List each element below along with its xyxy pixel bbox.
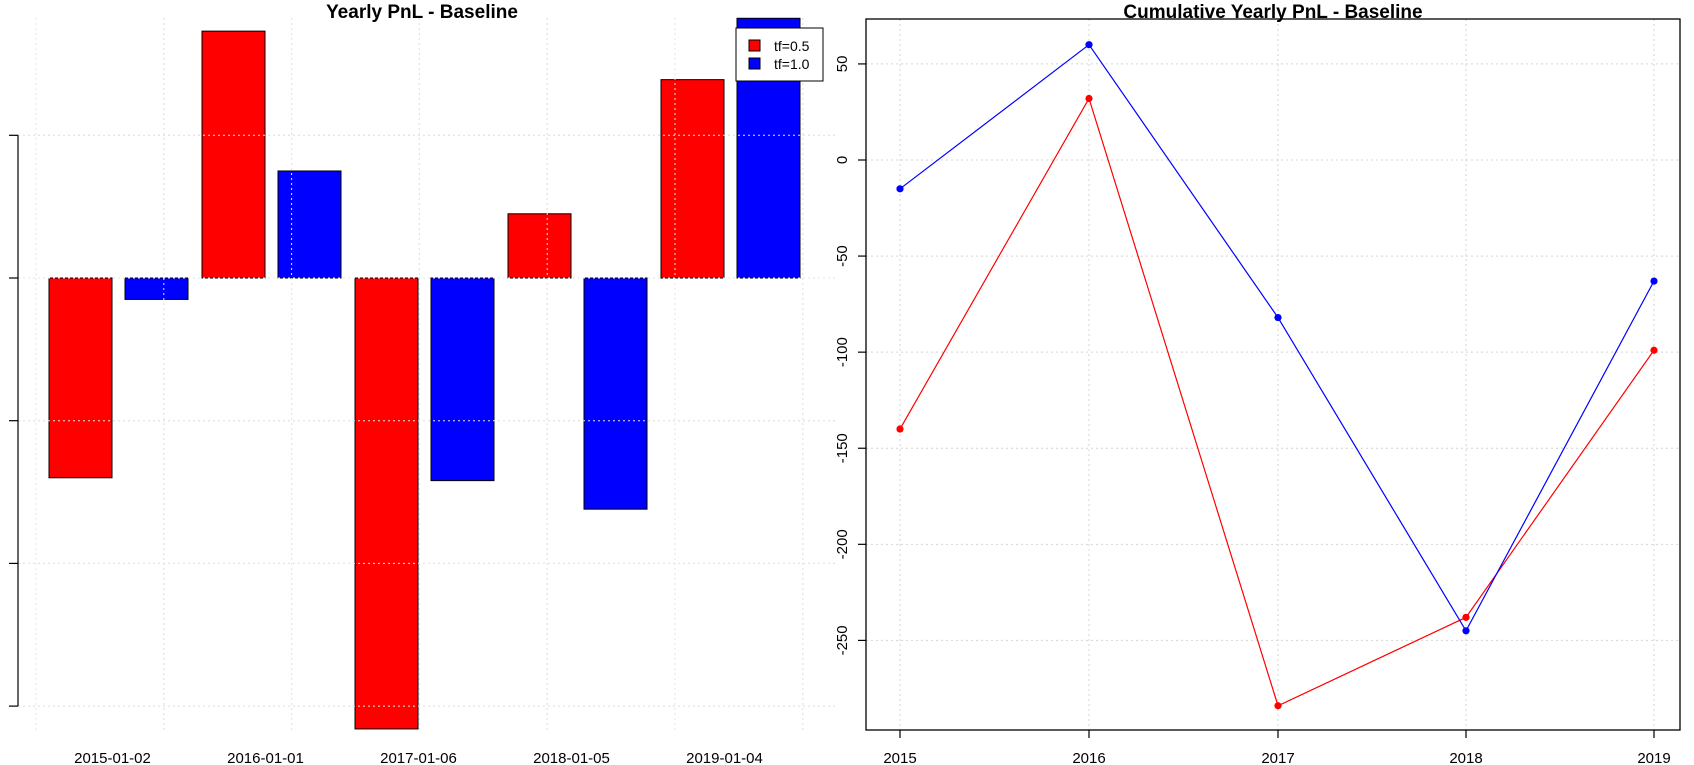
- series-point: [1650, 346, 1658, 354]
- legend-swatch: [748, 57, 761, 70]
- right-y-tick-label: -50: [834, 245, 851, 267]
- bar: [277, 170, 342, 279]
- left-x-tick-label: 2015-01-02: [74, 750, 151, 765]
- right-y-axis: -250 -200 -150 -100 -50 0 50: [834, 56, 866, 655]
- legend: tf=0.5 tf=1.0: [735, 27, 824, 82]
- right-x-axis: 2015 2016 2017 2018 2019: [883, 730, 1671, 765]
- right-series: [896, 41, 1658, 710]
- legend-label: tf=1.0: [774, 56, 810, 72]
- left-bars: [18, 17, 835, 730]
- left-x-tick-label: 2019-01-04: [686, 750, 763, 765]
- right-y-tick-label: 0: [834, 156, 851, 164]
- right-grid: [866, 19, 1680, 730]
- legend-box: [735, 27, 824, 82]
- left-chart-title: Yearly PnL - Baseline: [326, 2, 518, 23]
- series-point: [1650, 277, 1658, 285]
- bar: [430, 277, 495, 482]
- bar: [124, 277, 189, 300]
- bar: [507, 213, 572, 279]
- left-x-tick-label: 2017-01-06: [380, 750, 457, 765]
- right-x-tick-label: 2019: [1637, 750, 1670, 765]
- legend-label: tf=0.5: [774, 38, 810, 54]
- series-point: [1085, 41, 1093, 49]
- series-point: [1274, 313, 1282, 322]
- right-x-tick-label: 2018: [1449, 750, 1482, 765]
- series-point: [1462, 613, 1470, 621]
- series-point: [1274, 702, 1282, 710]
- series-point: [1462, 627, 1470, 635]
- series-point: [896, 185, 904, 193]
- left-x-tick-label: 2018-01-05: [533, 750, 610, 765]
- right-x-tick-label: 2016: [1072, 750, 1105, 765]
- bar: [48, 277, 113, 479]
- right-chart-title: Cumulative Yearly PnL - Baseline: [1123, 2, 1422, 23]
- series-point: [896, 425, 904, 433]
- series-line: [899, 97, 1655, 707]
- right-y-tick-label: -150: [834, 433, 851, 463]
- series-point: [1085, 94, 1093, 103]
- right-x-tick-label: 2015: [883, 750, 916, 765]
- bar: [354, 277, 419, 730]
- bar: [201, 30, 266, 279]
- series-line: [899, 43, 1655, 633]
- right-y-tick-label: -200: [834, 529, 851, 559]
- left-x-tick-labels: 2015-01-02 2016-01-01 2017-01-06 2018-01-05…: [74, 750, 763, 765]
- right-plot-frame: [865, 18, 1681, 731]
- bar: [583, 277, 648, 510]
- left-y-axis: [9, 134, 19, 707]
- legend-swatch: [748, 39, 761, 52]
- yearly-pnl-bar-chart: 2015-01-02 2016-01-01 2017-01-06 2018-01-05…: [9, 2, 835, 765]
- left-x-tick-label: 2016-01-01: [227, 750, 304, 765]
- right-y-tick-label: -250: [834, 625, 851, 655]
- bar: [660, 79, 725, 279]
- right-y-tick-label: -100: [834, 337, 851, 367]
- right-y-tick-label: 50: [834, 56, 851, 73]
- right-x-tick-label: 2017: [1261, 750, 1294, 765]
